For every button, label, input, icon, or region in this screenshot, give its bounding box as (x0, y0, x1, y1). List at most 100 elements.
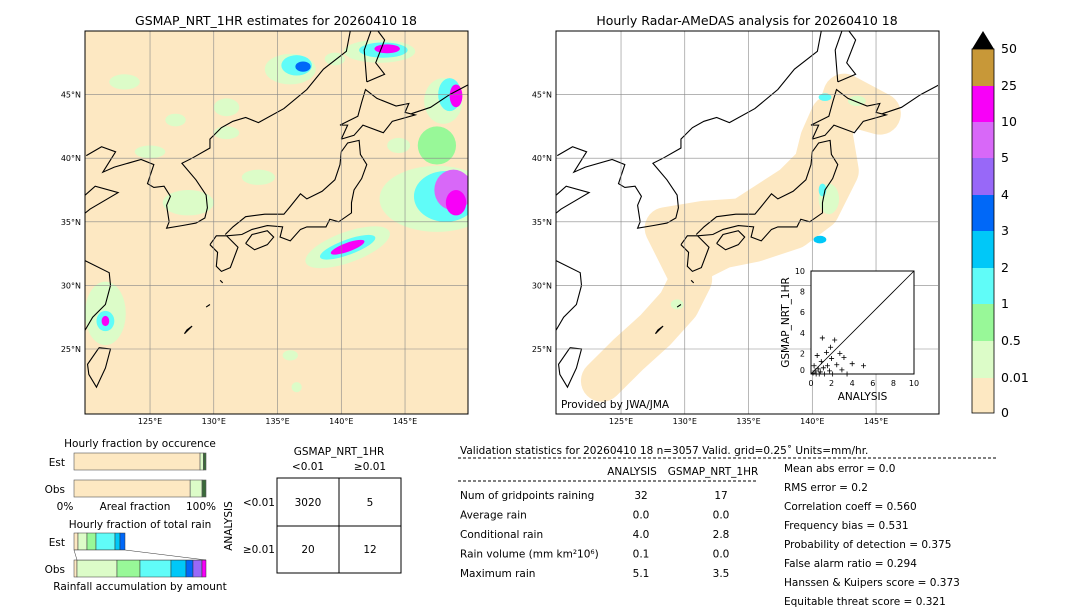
rain-segment (114, 532, 121, 551)
rain-segment (86, 532, 97, 551)
scatter-point (814, 352, 820, 358)
coastline (85, 31, 351, 229)
connector (73, 549, 207, 561)
coastline (245, 230, 275, 251)
rain-segment (116, 559, 141, 578)
occurrence-fraction-chart: Hourly fraction by occurence Est Obs 0% Area… (45, 438, 216, 513)
contingency-table: GSMAP_NRT_1HR <0.01 ≥0.01 3020 5 20 12 <0.01 ≥0.… (223, 446, 402, 574)
colorbar-swatch (972, 231, 994, 268)
fraction-segment (199, 452, 204, 471)
axis-label: Rainfall accumulation by amount (53, 581, 226, 593)
stat-analysis: 32 (634, 490, 647, 502)
scatter-point (830, 371, 836, 377)
colorbar-swatch (972, 304, 994, 341)
coastline (810, 88, 889, 140)
rain-segment (73, 559, 78, 578)
scatter-point (839, 367, 845, 373)
rain-segment (201, 559, 207, 578)
colorbar-swatch (972, 268, 994, 304)
rain-patch (670, 299, 684, 310)
colorbar-swatch (972, 86, 994, 122)
scatter-point (816, 371, 822, 377)
fraction-segment (201, 479, 207, 498)
x-tick-label: 2 (829, 379, 834, 388)
lat-tick-label: 35°N (532, 218, 552, 227)
rain-patch (109, 74, 140, 90)
row-label: Obs (45, 484, 65, 496)
lon-tick-label: 145°E (864, 417, 888, 426)
table-cell: 3020 (295, 497, 322, 509)
axis-label: Areal fraction (100, 501, 171, 513)
scatter-point (829, 356, 835, 362)
scatter-point (821, 371, 827, 377)
lon-tick-label: 140°E (329, 417, 353, 426)
one-to-one-line (810, 270, 915, 375)
col-header: ANALYSIS (607, 466, 657, 478)
rain-patch (374, 44, 400, 54)
rain-patch (445, 190, 467, 216)
coastline (85, 185, 120, 214)
coastline (411, 84, 468, 115)
scatter-point (811, 363, 817, 369)
axis-min: 0% (57, 501, 74, 513)
rain-patch (449, 84, 463, 108)
col-label: <0.01 (292, 461, 324, 473)
colorbar-label: 1 (1001, 296, 1009, 311)
rain-patch (282, 350, 298, 361)
gsmap-estimate-map: 125°E 130°E 135°E 140°E 145°E 45°N 40°N 35°N 30°… (61, 30, 469, 426)
stat-label: Rain volume (mm km²10⁶) (460, 549, 599, 561)
scatter-point (841, 355, 847, 361)
coastline (219, 279, 224, 284)
lat-tick-label: 25°N (61, 345, 81, 354)
score-line: Mean abs error = 0.0 (784, 463, 895, 475)
score-line: RMS error = 0.2 (784, 482, 868, 494)
coastline (556, 185, 591, 214)
score-line: Equitable threat score = 0.321 (784, 596, 946, 608)
fraction-segment (73, 452, 201, 471)
colorbar-label: 3 (1001, 223, 1009, 238)
rain-patch (165, 113, 186, 127)
lat-tick-label: 40°N (532, 154, 552, 163)
scatter-point (827, 368, 833, 374)
analysis-coverage-area (580, 73, 901, 402)
col-title: GSMAP_NRT_1HR (294, 446, 385, 458)
scatter-point (837, 350, 843, 356)
scatter-point (819, 335, 825, 341)
scatter-point (828, 344, 834, 350)
rain-patch (241, 169, 275, 185)
rain-segment (170, 559, 187, 578)
y-tick-label: 2 (800, 349, 805, 358)
rain-patch (330, 239, 365, 255)
scatter-point (823, 349, 829, 355)
score-line: Frequency bias = 0.531 (784, 520, 909, 532)
scatter-point (832, 337, 838, 343)
fraction-segment (73, 479, 191, 498)
colorbar-label: 25 (1001, 78, 1017, 93)
scatter-point (834, 362, 840, 368)
stat-gsmap: 0.0 (713, 510, 730, 522)
coastline (654, 325, 664, 335)
scatter-xlabel: ANALYSIS (838, 391, 888, 403)
rain-patch (813, 235, 827, 244)
scatter-point (815, 366, 821, 372)
rain-patch (417, 126, 457, 165)
colorbar-label: 4 (1001, 187, 1009, 202)
stat-analysis: 0.0 (633, 510, 650, 522)
lon-tick-label: 140°E (800, 417, 824, 426)
fraction-segment (189, 479, 203, 498)
stat-label: Average rain (460, 510, 527, 522)
table-cell: 5 (367, 497, 374, 509)
y-tick-label: 8 (800, 288, 805, 297)
table-cell: 20 (301, 544, 314, 556)
lat-tick-label: 35°N (61, 218, 81, 227)
colorbar-swatch (972, 122, 994, 158)
colorbar-extend-arrow (972, 31, 994, 49)
rain-patch (295, 61, 311, 72)
x-tick-label: 0 (808, 379, 813, 388)
map-layers (556, 31, 938, 414)
lon-tick-label: 130°E (673, 417, 697, 426)
coastline (882, 84, 938, 115)
stat-gsmap: 17 (714, 490, 727, 502)
lon-tick-label: 135°E (736, 417, 760, 426)
left-map-title: GSMAP_NRT_1HR estimates for 20260410 18 (135, 13, 417, 28)
